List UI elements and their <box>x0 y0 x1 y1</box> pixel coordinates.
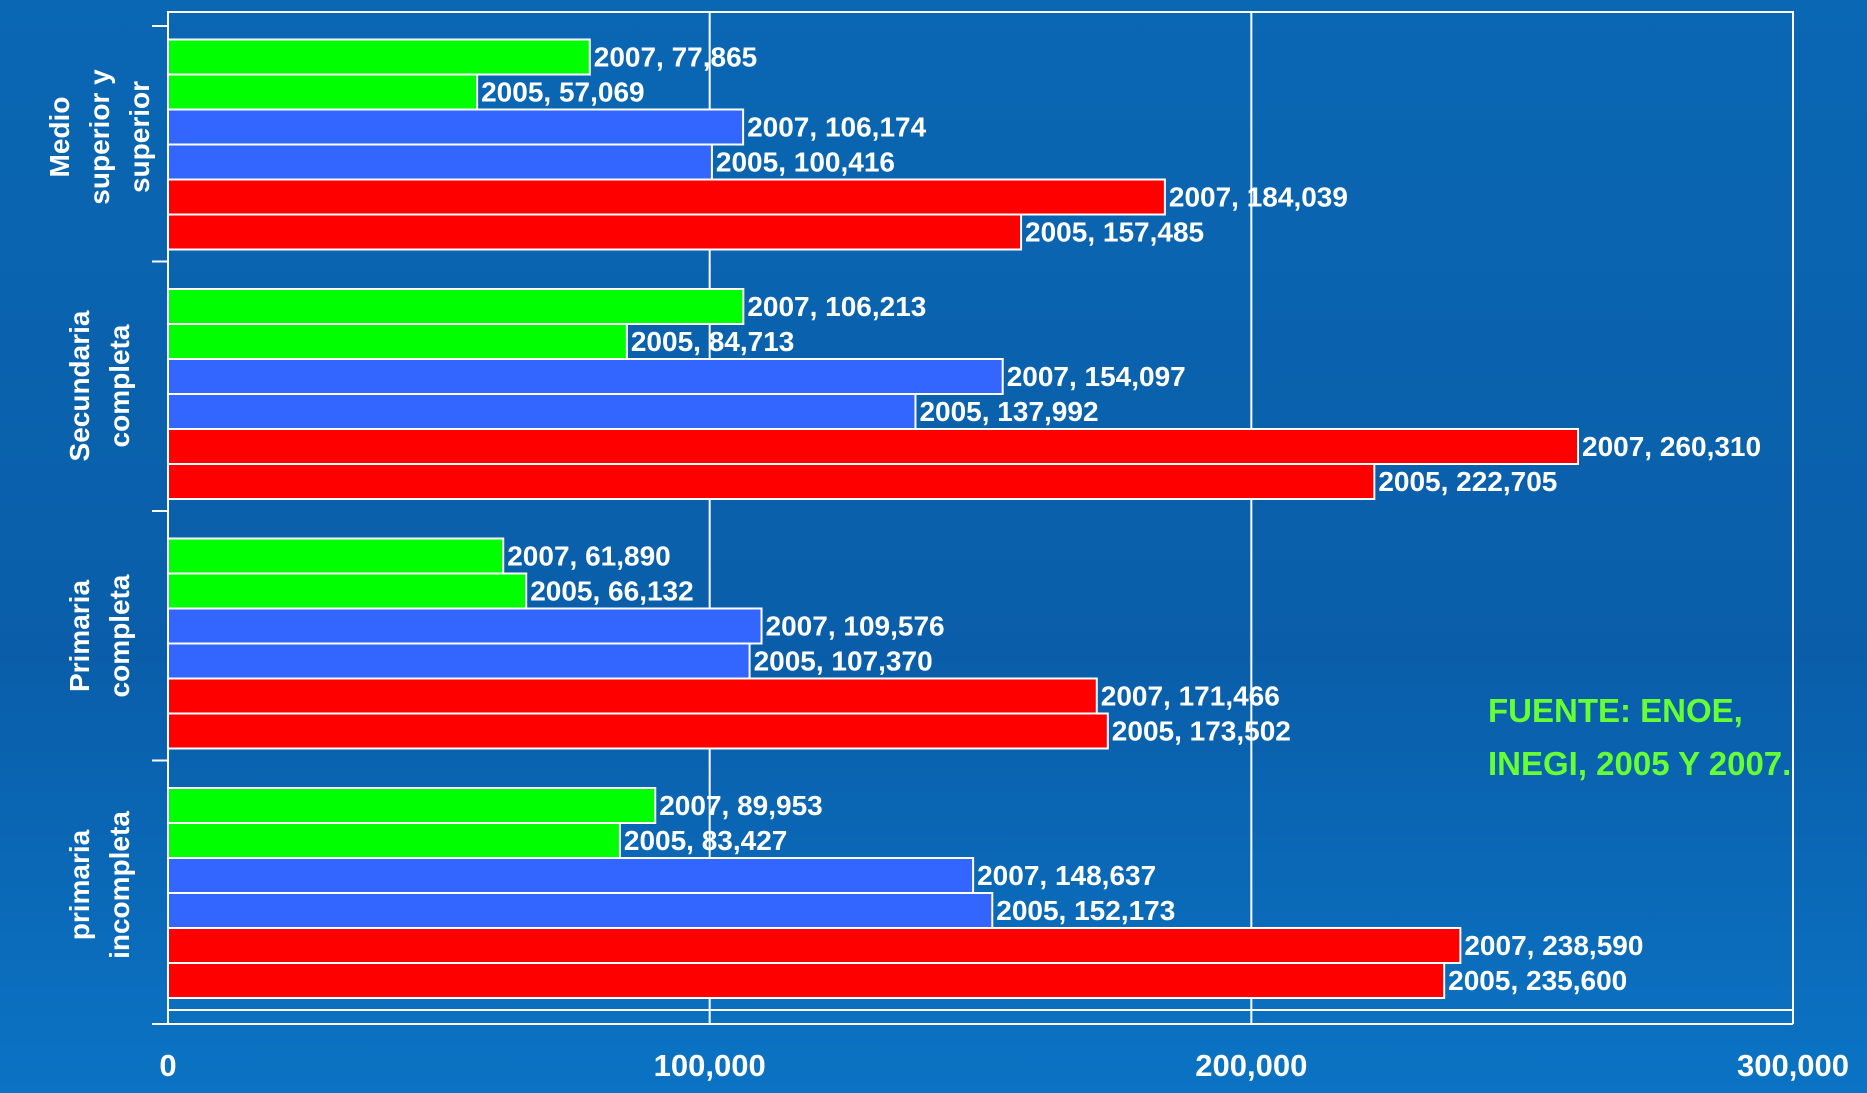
bar <box>167 213 1023 251</box>
bar <box>167 537 505 575</box>
data-label: 2007, 184,039 <box>1169 181 1348 212</box>
bar <box>167 73 479 111</box>
bar <box>167 787 657 824</box>
data-label: 2007, 106,213 <box>747 291 926 322</box>
y-tick-label: Secundaria completa <box>64 310 135 462</box>
data-label: 2005, 84,713 <box>631 326 795 357</box>
data-label: 2007, 61,890 <box>507 540 671 571</box>
data-label: 2005, 83,427 <box>624 825 788 856</box>
data-label: 2005, 222,705 <box>1378 466 1557 497</box>
bar <box>167 857 975 894</box>
bar <box>167 143 713 181</box>
y-tick-label: Medio superior y superior <box>44 69 155 205</box>
bar <box>167 962 1446 999</box>
bar <box>167 358 1004 395</box>
data-label: 2007, 148,637 <box>977 860 1156 891</box>
x-tick-label: 0 <box>159 1048 176 1083</box>
x-tick-label: 100,000 <box>654 1048 766 1083</box>
data-label: 2005, 235,600 <box>1448 965 1627 996</box>
bar <box>167 108 745 146</box>
data-label: 2007, 154,097 <box>1007 361 1186 392</box>
bar <box>167 607 763 645</box>
data-label: 2005, 57,069 <box>481 76 645 107</box>
bar <box>167 323 628 360</box>
data-label: 2007, 109,576 <box>766 610 945 641</box>
data-label: 2005, 100,416 <box>716 146 895 177</box>
x-tick-label: 200,000 <box>1195 1048 1307 1083</box>
y-tick-label: Primaria completa <box>64 574 135 698</box>
y-tick-label: primaria incompleta <box>64 811 135 960</box>
data-label: 2005, 66,132 <box>530 575 694 606</box>
data-label: 2005, 137,992 <box>919 396 1098 427</box>
source-note: FUENTE: ENOE, INEGI, 2005 Y 2007. <box>1488 692 1792 782</box>
bar <box>167 463 1376 500</box>
data-label: 2005, 157,485 <box>1025 216 1204 247</box>
data-label: 2005, 152,173 <box>996 895 1175 926</box>
data-label: 2007, 77,865 <box>594 41 758 72</box>
bar <box>167 927 1462 964</box>
data-label: 2005, 173,502 <box>1112 715 1291 746</box>
bar <box>167 892 994 929</box>
data-label: 2007, 171,466 <box>1101 680 1280 711</box>
bar <box>167 712 1109 750</box>
bar <box>167 677 1098 715</box>
data-label: 2007, 238,590 <box>1464 930 1643 961</box>
bar <box>167 288 745 325</box>
bar <box>167 178 1166 216</box>
bar <box>167 822 621 859</box>
data-label: 2005, 107,370 <box>754 645 933 676</box>
data-label: 2007, 89,953 <box>659 790 823 821</box>
x-tick-label: 300,000 <box>1737 1048 1849 1083</box>
bar <box>167 38 591 76</box>
bar <box>167 393 917 430</box>
data-label: 2007, 106,174 <box>747 111 926 142</box>
bar <box>167 428 1580 465</box>
bar <box>167 642 751 680</box>
data-label: 2007, 260,310 <box>1582 431 1761 462</box>
bar <box>167 572 528 610</box>
